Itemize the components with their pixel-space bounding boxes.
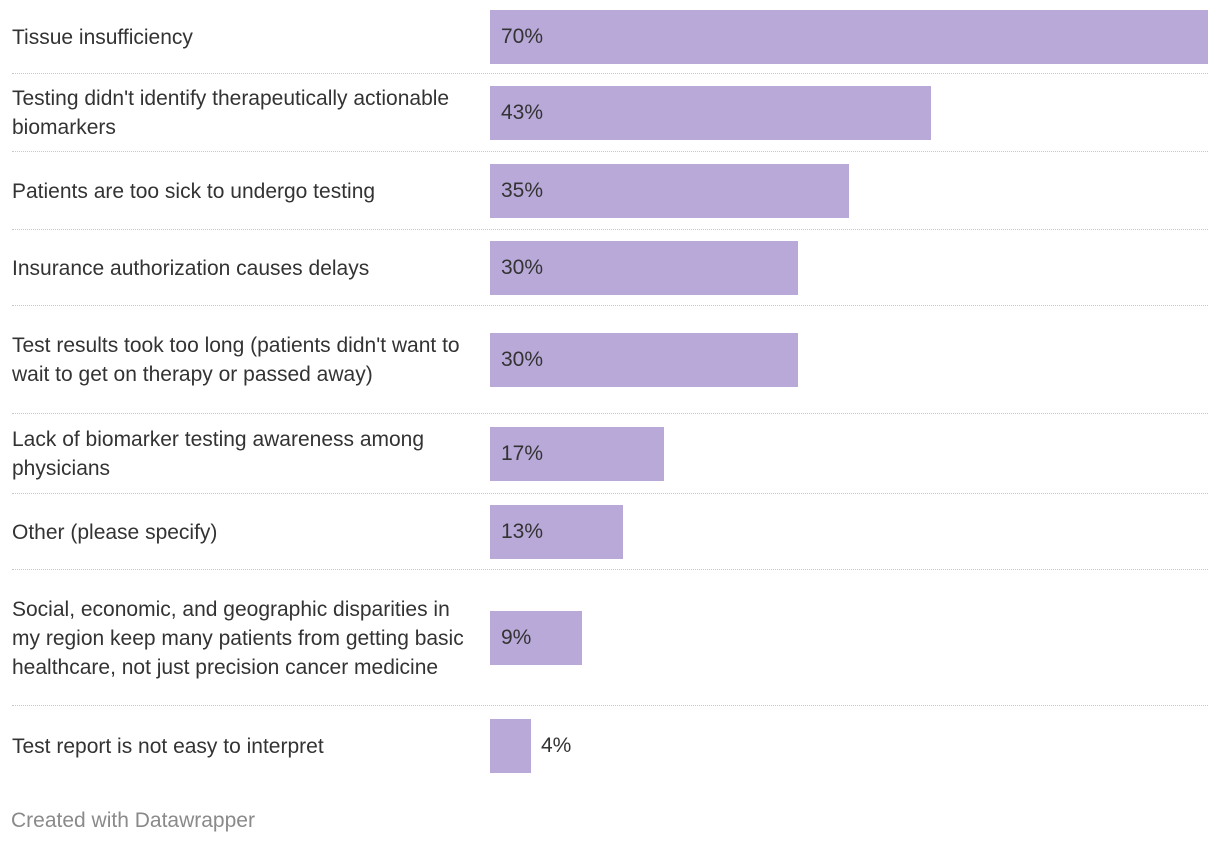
bar-value-label: 35% — [501, 179, 544, 202]
bar-value-label: 4% — [541, 734, 572, 757]
row-separator — [12, 569, 1208, 570]
bar — [490, 10, 1208, 64]
row-separator — [12, 493, 1208, 494]
bar — [490, 611, 582, 665]
bar — [490, 427, 664, 481]
row-separator — [12, 151, 1208, 152]
category-label: Testing didn't identify therapeutically … — [12, 87, 450, 139]
category-label: Test report is not easy to interpret — [12, 734, 324, 758]
category-label: Test results took too long (patients did… — [12, 334, 460, 386]
datawrapper-credit: Created with Datawrapper — [11, 809, 255, 832]
category-label: Social, economic, and geographic dispari… — [12, 597, 464, 679]
bar-value-label: 13% — [501, 520, 544, 543]
row-separator — [12, 229, 1208, 230]
bar — [490, 164, 849, 218]
category-label: Other (please specify) — [12, 520, 218, 544]
bar-value-label: 17% — [501, 442, 544, 465]
bar — [490, 241, 798, 295]
bar-value-label: 30% — [501, 256, 544, 279]
row-separator — [12, 305, 1208, 306]
row-separator — [12, 73, 1208, 74]
category-label: Insurance authorization causes delays — [12, 256, 370, 280]
row-separator — [12, 705, 1208, 706]
bar-value-label: 43% — [501, 101, 544, 124]
row-separator — [12, 413, 1208, 414]
category-label: Tissue insufficiency — [12, 25, 193, 49]
bar-value-label: 70% — [501, 25, 544, 48]
bar-value-label: 30% — [501, 348, 544, 371]
bar — [490, 333, 798, 387]
bar-chart: Tissue insufficiency 70% Testing didn't id… — [12, 10, 1208, 773]
bar — [490, 86, 931, 140]
bar — [490, 505, 623, 559]
bar — [490, 719, 531, 773]
bar-value-label: 9% — [501, 626, 532, 649]
category-label: Patients are too sick to undergo testing — [12, 179, 376, 203]
category-label: Lack of biomarker testing awareness amon… — [12, 428, 425, 480]
